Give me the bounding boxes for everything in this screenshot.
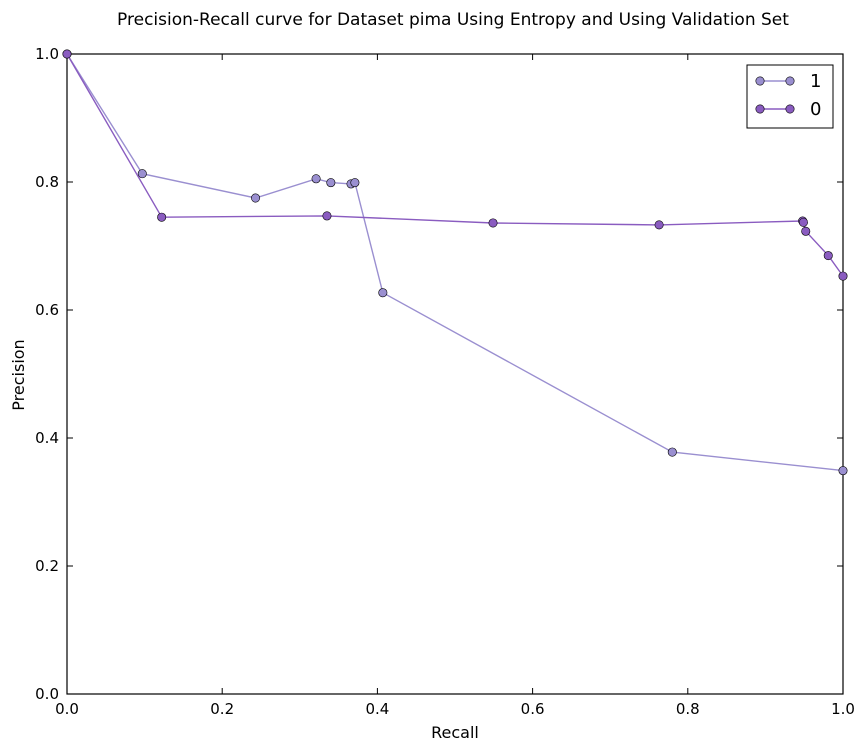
legend-marker-1 (785, 76, 795, 86)
legend-box (746, 64, 834, 129)
y-tick-label: 0.0 (35, 685, 59, 703)
data-point-1 (350, 178, 360, 188)
data-point-1 (838, 466, 848, 476)
x-tick-label: 0.4 (365, 700, 389, 718)
data-point-1 (137, 169, 147, 179)
chart-title: Precision-Recall curve for Dataset pima … (117, 10, 789, 30)
data-point-0 (838, 271, 848, 281)
data-point-0 (322, 211, 332, 221)
data-point-0 (801, 226, 811, 236)
y-tick-label: 0.8 (35, 173, 59, 191)
y-axis-label: Precision (9, 339, 28, 410)
legend-marker-0 (785, 104, 795, 114)
x-tick-label: 0.2 (210, 700, 234, 718)
data-point-0 (62, 49, 72, 59)
x-tick-label: 1.0 (831, 700, 855, 718)
legend-label-0: 0 (810, 99, 821, 120)
legend-marker-0 (755, 104, 765, 114)
axis-ticks: 0.0 0.2 0.4 0.6 0.8 1.0 0.0 0.2 0.4 0.6 0.8 1.0 (35, 45, 855, 718)
data-point-0 (157, 212, 167, 222)
data-point-0 (798, 217, 808, 227)
x-tick-label: 0.8 (676, 700, 700, 718)
legend-marker-1 (755, 76, 765, 86)
series-layer (62, 49, 848, 476)
series-1 (62, 49, 848, 476)
y-tick-label: 0.2 (35, 557, 59, 575)
y-tick-label: 1.0 (35, 45, 59, 63)
x-axis-label: Recall (431, 723, 479, 742)
legend: 10 (746, 64, 834, 129)
data-point-1 (667, 447, 677, 457)
series-line-1 (66, 53, 844, 472)
data-point-1 (326, 178, 336, 188)
data-point-1 (251, 193, 261, 203)
data-point-0 (654, 220, 664, 230)
series-line-0 (66, 53, 844, 277)
x-tick-label: 0.0 (55, 700, 79, 718)
x-tick-label: 0.6 (521, 700, 545, 718)
y-tick-label: 0.6 (35, 301, 59, 319)
plot-frame (66, 53, 844, 695)
data-point-1 (378, 288, 388, 298)
data-point-1 (311, 174, 321, 184)
series-0 (62, 49, 848, 281)
data-point-0 (488, 218, 498, 228)
legend-label-1: 1 (810, 71, 821, 92)
y-tick-label: 0.4 (35, 429, 59, 447)
data-point-0 (823, 251, 833, 261)
